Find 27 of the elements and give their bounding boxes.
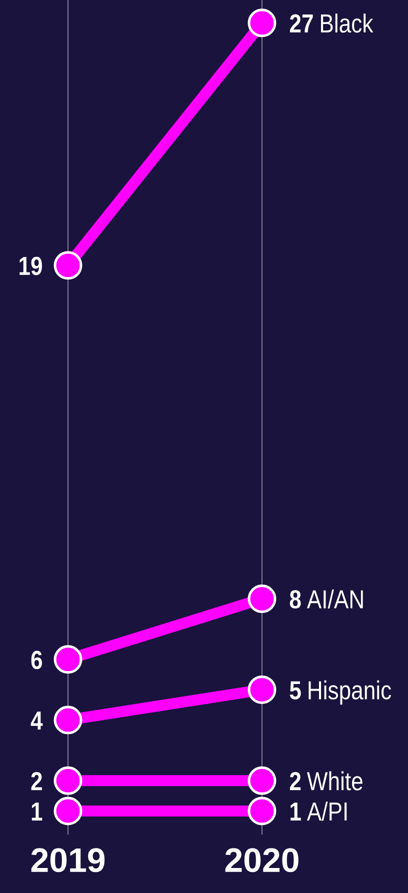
data-label: 1 — [32, 802, 42, 820]
data-label: 4 — [30, 712, 43, 730]
point — [54, 766, 82, 795]
legend-label: A/PI — [306, 802, 347, 821]
point — [248, 766, 276, 795]
legend-label: White — [306, 771, 362, 790]
point — [248, 584, 276, 614]
x-tick-label: 2019 — [31, 848, 105, 872]
legend-label: Hispanic — [308, 680, 392, 705]
data-label: 2 — [290, 772, 301, 790]
point — [54, 796, 82, 826]
data-label: 1 — [290, 802, 301, 820]
point — [54, 645, 82, 674]
point — [54, 251, 82, 280]
legend-label: Black — [320, 14, 374, 33]
point — [248, 675, 276, 704]
point — [248, 8, 276, 38]
data-label: 5 — [290, 681, 301, 700]
data-label: 19 — [20, 256, 42, 276]
data-label: 6 — [31, 650, 42, 670]
legend-label: AI/AN — [306, 589, 363, 609]
data-label: 2 — [31, 772, 42, 790]
data-label: 8 — [290, 590, 301, 609]
point — [54, 706, 82, 734]
x-tick-label: 2020 — [225, 848, 298, 872]
point — [248, 796, 276, 826]
data-label: 27 — [290, 14, 313, 32]
